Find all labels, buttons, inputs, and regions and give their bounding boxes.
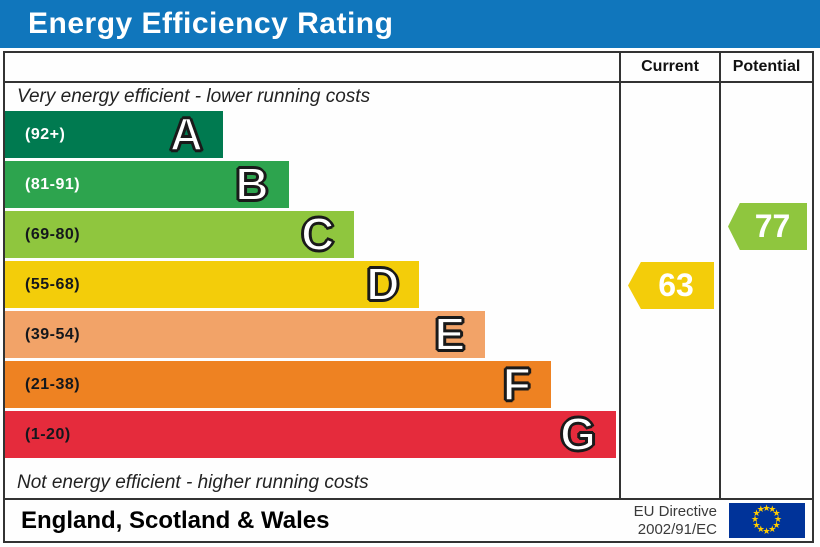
band-letter: A	[169, 108, 204, 160]
band-range-label: (39-54)	[25, 325, 81, 343]
band-bar: (39-54) E	[5, 308, 486, 360]
band-range-label: (1-20)	[25, 425, 71, 443]
current-value-cell: 63	[619, 83, 719, 498]
band-range-label: (21-38)	[25, 375, 81, 393]
band-range-label: (69-80)	[25, 225, 81, 243]
eu-star-icon: ★	[756, 505, 765, 516]
band-letter: C	[300, 208, 335, 260]
bands: (92+) A (81-91) B (69-80) C (55-68) D (3…	[5, 108, 619, 461]
eu-star-icon: ★	[762, 526, 771, 537]
band-row: (55-68) D	[5, 258, 619, 311]
band-letter: F	[502, 358, 532, 410]
eu-flag-icon: ★ ★ ★ ★ ★ ★ ★ ★ ★ ★ ★ ★	[729, 503, 805, 538]
header-spacer	[5, 53, 619, 81]
band-letter: D	[365, 258, 400, 310]
band-letter: E	[433, 308, 466, 360]
band-row: (39-54) E	[5, 308, 619, 361]
potential-rating-marker: 77	[728, 203, 807, 250]
eu-star-icon: ★	[774, 515, 783, 525]
eu-star-icon: ★	[768, 505, 777, 516]
band-range-label: (92+)	[25, 125, 66, 143]
band-bar: (81-91) B	[5, 158, 289, 210]
table-body: Very energy efficient - lower running co…	[5, 83, 812, 498]
bottom-note: Not energy efficient - higher running co…	[17, 472, 369, 493]
band-row: (81-91) B	[5, 158, 619, 211]
eu-directive-line2: 2002/91/EC	[637, 520, 717, 538]
band-row: (1-20) G	[5, 408, 619, 461]
current-rating-marker: 63	[628, 262, 714, 309]
eu-star-icon: ★	[752, 509, 761, 520]
band-range-label: (81-91)	[25, 175, 81, 193]
eu-star-icon: ★	[772, 509, 781, 520]
eu-star-icon: ★	[762, 503, 771, 514]
eu-directive-label: EU Directive 2002/91/EC	[634, 503, 717, 538]
band-bar: (21-38) F	[5, 358, 551, 410]
eu-star-icon: ★	[772, 520, 781, 531]
rating-table: Current Potential Very energy efficient …	[3, 51, 814, 543]
band-bar: (1-20) G	[5, 408, 616, 460]
current-column-header: Current	[619, 53, 719, 81]
eu-star-icon: ★	[751, 515, 760, 525]
eu-star-icon: ★	[768, 524, 777, 535]
band-letter: G	[559, 408, 597, 460]
title-bar: Energy Efficiency Rating	[0, 0, 820, 48]
table-header: Current Potential	[5, 53, 812, 83]
top-note: Very energy efficient - lower running co…	[17, 86, 371, 107]
potential-column-header: Potential	[719, 53, 812, 81]
band-row: (69-80) C	[5, 208, 619, 261]
band-row: (21-38) F	[5, 358, 619, 411]
page-title: Energy Efficiency Rating	[28, 7, 394, 40]
band-bar: (92+) A	[5, 108, 223, 160]
band-bar: (69-80) C	[5, 208, 355, 260]
eu-directive-line1: EU Directive	[633, 503, 717, 521]
band-letter: B	[234, 158, 269, 210]
band-bar: (55-68) D	[5, 258, 420, 310]
potential-value-cell: 77	[719, 83, 812, 498]
eu-star-icon: ★	[756, 524, 765, 535]
band-range-label: (55-68)	[25, 275, 81, 293]
table-footer: England, Scotland & Wales EU Directive 2…	[5, 498, 812, 541]
region-label: England, Scotland & Wales	[21, 506, 330, 534]
band-row: (92+) A	[5, 108, 619, 161]
eu-star-icon: ★	[752, 520, 761, 531]
bands-chart: Very energy efficient - lower running co…	[5, 83, 619, 498]
